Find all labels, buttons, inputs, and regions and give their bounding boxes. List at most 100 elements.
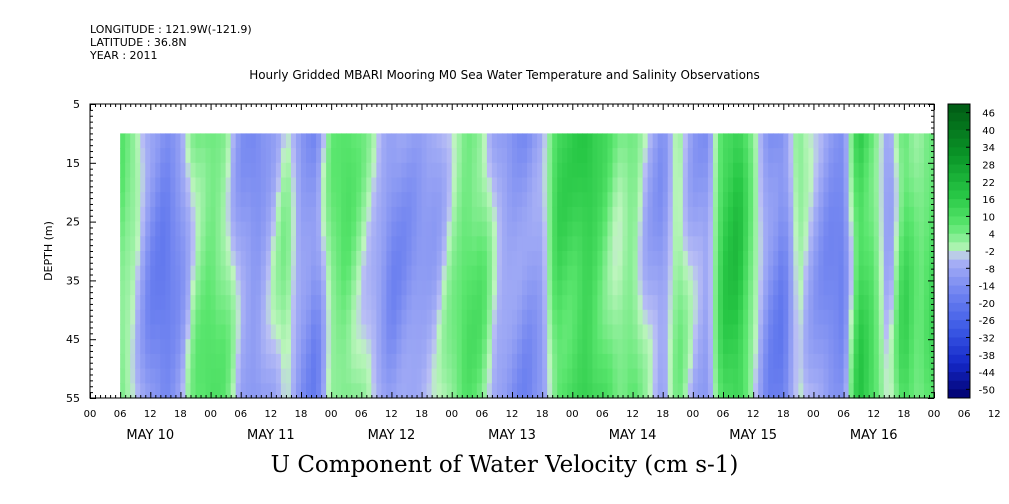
heatmap-cell	[778, 162, 784, 179]
heatmap-cell	[793, 162, 799, 179]
heatmap-cell	[723, 162, 729, 179]
heatmap-cell	[878, 236, 885, 252]
heatmap-cell	[602, 251, 609, 267]
heatmap-cell	[240, 236, 247, 252]
heatmap-cell	[391, 353, 398, 370]
colorbar-band	[948, 199, 970, 209]
heatmap-cell	[743, 177, 749, 193]
heatmap-cell	[652, 148, 659, 164]
heatmap-cell	[908, 251, 915, 267]
heatmap-cell	[813, 265, 820, 281]
heatmap-cell	[908, 221, 915, 237]
heatmap-cell	[401, 295, 408, 311]
heatmap-cell	[381, 295, 387, 311]
heatmap-cell	[476, 265, 483, 281]
heatmap-cell	[486, 162, 493, 179]
heatmap-cell	[858, 339, 865, 355]
heatmap-cell	[667, 383, 674, 399]
heatmap-cell	[627, 368, 634, 384]
heatmap-cell	[431, 280, 438, 296]
heatmap-cell	[265, 353, 272, 370]
heatmap-cell	[190, 353, 197, 370]
heatmap-cell	[637, 162, 644, 179]
heatmap-cell	[687, 353, 694, 370]
heatmap-cell	[205, 177, 212, 193]
y-tick-label: 25	[66, 216, 80, 229]
heatmap-cell	[421, 280, 428, 296]
heatmap-cell	[883, 368, 890, 384]
heatmap-cell	[733, 368, 739, 384]
heatmap-cell	[592, 251, 598, 267]
heatmap-cell	[311, 206, 317, 223]
heatmap-cell	[160, 309, 166, 326]
heatmap-cell	[466, 295, 473, 311]
heatmap-cell	[582, 177, 588, 193]
heatmap-cell	[828, 353, 835, 370]
heatmap-cell	[873, 236, 880, 252]
heatmap-cell	[597, 324, 604, 340]
heatmap-cell	[733, 353, 739, 370]
heatmap-cell	[501, 148, 508, 164]
heatmap-cell	[120, 133, 126, 149]
heatmap-cell	[165, 221, 171, 237]
heatmap-cell	[195, 251, 202, 267]
heatmap-cell	[607, 265, 614, 281]
heatmap-cell	[858, 251, 865, 267]
heatmap-cell	[431, 148, 438, 164]
heatmap-cell	[431, 265, 438, 281]
heatmap-cell	[391, 265, 398, 281]
heatmap-cell	[512, 280, 518, 296]
heatmap-cell	[290, 177, 297, 193]
heatmap-cell	[657, 133, 664, 149]
heatmap-cell	[692, 177, 699, 193]
heatmap-cell	[512, 162, 518, 179]
heatmap-cell	[120, 295, 126, 311]
heatmap-cell	[446, 280, 453, 296]
heatmap-cell	[908, 309, 915, 326]
heatmap-cell	[853, 162, 860, 179]
heatmap-cell	[436, 280, 443, 296]
heatmap-cell	[235, 280, 242, 296]
heatmap-cell	[677, 383, 684, 399]
heatmap-cell	[808, 339, 815, 355]
heatmap-cell	[843, 280, 850, 296]
heatmap-cell	[456, 383, 463, 399]
heatmap-cell	[833, 177, 840, 193]
heatmap-cell	[692, 221, 699, 237]
heatmap-cell	[818, 177, 825, 193]
heatmap-cell	[913, 353, 920, 370]
y-tick-label: 5	[73, 98, 80, 111]
colorbar-band	[948, 129, 970, 140]
heatmap-cell	[823, 295, 830, 311]
heatmap-cell	[235, 177, 242, 193]
heatmap-cell	[306, 339, 312, 355]
heatmap-cell	[406, 309, 413, 326]
heatmap-cell	[918, 280, 925, 296]
heatmap-cell	[260, 221, 267, 237]
heatmap-cell	[125, 383, 131, 399]
heatmap-cell	[185, 133, 192, 149]
heatmap-cell	[692, 162, 699, 179]
heatmap-cell	[275, 295, 282, 311]
heatmap-cell	[768, 148, 774, 164]
heatmap-cell	[270, 324, 277, 340]
heatmap-cell	[923, 309, 930, 326]
heatmap-cell	[260, 383, 267, 399]
heatmap-cell	[913, 324, 920, 340]
heatmap-cell	[878, 353, 885, 370]
heatmap-cell	[898, 162, 905, 179]
heatmap-cell	[903, 221, 910, 237]
heatmap-cell	[512, 324, 518, 340]
heatmap-cell	[517, 148, 523, 164]
heatmap-cell	[557, 206, 563, 223]
heatmap-cell	[888, 324, 895, 340]
heatmap-cell	[195, 192, 202, 208]
heatmap-cell	[481, 353, 488, 370]
heatmap-cell	[295, 221, 302, 237]
heatmap-cell	[361, 339, 367, 355]
heatmap-cell	[406, 280, 413, 296]
heatmap-cell	[486, 368, 493, 384]
heatmap-cell	[918, 309, 925, 326]
heatmap-cell	[446, 133, 453, 149]
heatmap-cell	[481, 324, 488, 340]
